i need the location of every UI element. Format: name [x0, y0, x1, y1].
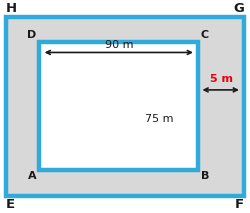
Text: A: A	[28, 171, 37, 181]
Text: H: H	[6, 2, 17, 15]
Text: F: F	[235, 198, 244, 211]
Text: E: E	[6, 198, 15, 211]
Text: 75 m: 75 m	[145, 114, 174, 124]
Text: B: B	[201, 171, 209, 181]
Bar	[39, 42, 198, 170]
Text: D: D	[28, 30, 37, 40]
Text: G: G	[234, 2, 244, 15]
Text: 90 m: 90 m	[104, 40, 133, 50]
Text: 5 m: 5 m	[210, 74, 233, 84]
Text: C: C	[201, 30, 209, 40]
